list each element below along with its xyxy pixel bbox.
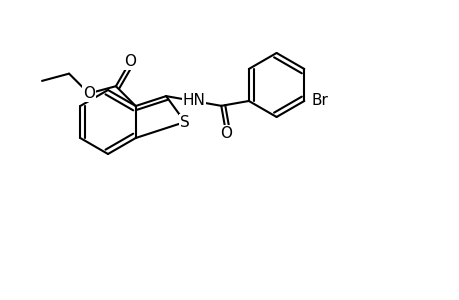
Text: Br: Br xyxy=(311,94,328,109)
Text: S: S xyxy=(179,115,190,130)
Text: O: O xyxy=(83,86,95,101)
Text: O: O xyxy=(220,126,232,141)
Text: O: O xyxy=(123,55,135,70)
Text: HN: HN xyxy=(182,94,205,109)
